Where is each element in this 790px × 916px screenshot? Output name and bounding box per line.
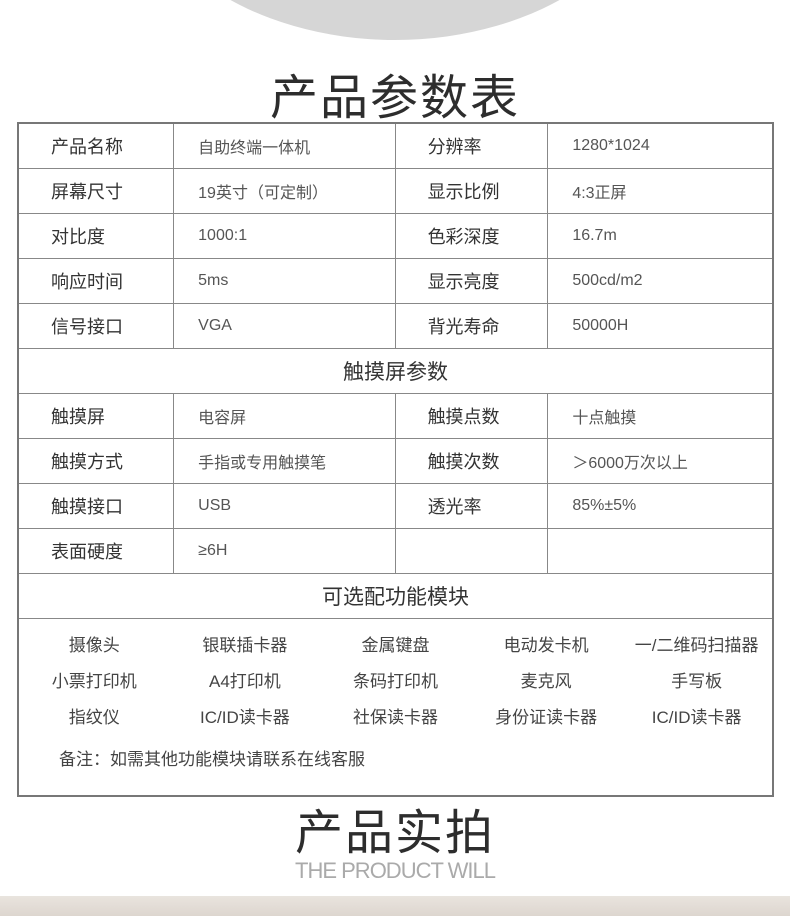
touch-section-header: 触摸屏参数 (17, 348, 774, 394)
decorative-circle (130, 0, 660, 40)
spec-value (547, 528, 774, 574)
table-row: 产品名称 自助终端一体机 分辨率 1280*1024 (17, 122, 774, 169)
spec-value: 4:3正屏 (547, 168, 774, 214)
module-row: 指纹仪 IC/ID读卡器 社保读卡器 身份证读卡器 IC/ID读卡器 (19, 697, 772, 733)
spec-value: VGA (173, 303, 396, 349)
table-row: 响应时间 5ms 显示亮度 500cd/m2 (17, 258, 774, 304)
spec-label: 透光率 (394, 483, 549, 529)
spec-value: 1280*1024 (547, 122, 774, 169)
spec-label: 表面硬度 (17, 528, 175, 574)
module-item: 身份证读卡器 (495, 707, 598, 727)
spec-table: 产品名称 自助终端一体机 分辨率 1280*1024 屏幕尺寸 19英寸（可定制） 显示比例… (17, 122, 774, 797)
modules-row: 摄像头 银联插卡器 金属键盘 电动发卡机 一/二维码扫描器小票打印机 A4打印机 条码打印机… (17, 618, 774, 797)
section-title: 产品实拍 (294, 807, 495, 860)
module-item: 手写板 (671, 671, 723, 691)
module-item: 条码打印机 (352, 671, 438, 691)
spec-value: 自助终端一体机 (173, 122, 396, 169)
section-subtitle: THE PRODUCT WILL (295, 858, 496, 883)
table-row: 触摸方式 手指或专用触摸笔 触摸次数 ＞6000万次以上 (17, 438, 774, 484)
spec-label: 触摸方式 (17, 438, 175, 484)
module-item: 小票打印机 (51, 671, 137, 691)
spec-label: 信号接口 (17, 303, 175, 349)
module-item: IC/ID读卡器 (651, 707, 742, 727)
product-photo-edge (0, 896, 790, 916)
spec-label: 分辨率 (394, 122, 549, 169)
module-item: 社保读卡器 (352, 707, 438, 727)
module-item: 电动发卡机 (503, 635, 589, 655)
spec-value: USB (173, 483, 396, 529)
spec-value: ≥6H (173, 528, 396, 574)
module-item: 麦克风 (520, 671, 572, 691)
spec-label: 响应时间 (17, 258, 175, 304)
spec-value: ＞6000万次以上 (547, 438, 774, 484)
spec-label: 触摸接口 (17, 483, 175, 529)
spec-label: 屏幕尺寸 (17, 168, 175, 214)
module-item: A4打印机 (208, 671, 281, 691)
table-row: 触摸接口 USB 透光率 85%±5% (17, 483, 774, 529)
module-row: 小票打印机 A4打印机 条码打印机 麦克风 手写板 (19, 661, 772, 697)
spec-value: 50000H (547, 303, 774, 349)
table-row: 触摸屏 电容屏 触摸点数 十点触摸 (17, 393, 774, 439)
spec-value: 1000:1 (173, 213, 396, 259)
spec-label: 对比度 (17, 213, 175, 259)
spec-value: 手指或专用触摸笔 (173, 438, 396, 484)
module-item: 一/二维码扫描器 (634, 635, 759, 655)
spec-value: 电容屏 (173, 393, 396, 439)
spec-value: 85%±5% (547, 483, 774, 529)
spec-label: 显示亮度 (394, 258, 549, 304)
spec-label: 显示比例 (394, 168, 549, 214)
spec-label: 产品名称 (17, 122, 175, 169)
table-row: 屏幕尺寸 19英寸（可定制） 显示比例 4:3正屏 (17, 168, 774, 214)
page-title: 产品参数表 (269, 72, 520, 125)
spec-label (394, 528, 549, 574)
spec-label: 背光寿命 (394, 303, 549, 349)
table-row: 信号接口 VGA 背光寿命 50000H (17, 303, 774, 349)
module-item: IC/ID读卡器 (200, 707, 290, 727)
module-item: 摄像头 (68, 635, 120, 655)
table-row: 对比度 1000:1 色彩深度 16.7m (17, 213, 774, 259)
spec-label: 触摸点数 (394, 393, 549, 439)
spec-value: 5ms (173, 258, 396, 304)
module-item: 金属键盘 (361, 635, 430, 655)
module-item: 指纹仪 (68, 707, 120, 727)
note: 备注：如需其他功能模块请联系在线客服 (59, 750, 365, 769)
section-row: 触摸屏参数 (17, 348, 774, 394)
spec-value: 十点触摸 (547, 393, 774, 439)
spec-value: 19英寸（可定制） (173, 168, 396, 214)
spec-label: 触摸屏 (17, 393, 175, 439)
module-item: 银联插卡器 (202, 635, 288, 655)
modules-section-header: 可选配功能模块 (17, 573, 774, 619)
modules-cell: 摄像头 银联插卡器 金属键盘 电动发卡机 一/二维码扫描器小票打印机 A4打印机 条码打印机… (17, 618, 774, 797)
spec-label: 触摸次数 (394, 438, 549, 484)
spec-label: 色彩深度 (394, 213, 549, 259)
spec-value: 16.7m (547, 213, 774, 259)
table-row: 表面硬度 ≥6H (17, 528, 774, 574)
spec-value: 500cd/m2 (547, 258, 774, 304)
module-row: 摄像头 银联插卡器 金属键盘 电动发卡机 一/二维码扫描器 (19, 625, 772, 661)
section-row: 可选配功能模块 (17, 573, 774, 619)
